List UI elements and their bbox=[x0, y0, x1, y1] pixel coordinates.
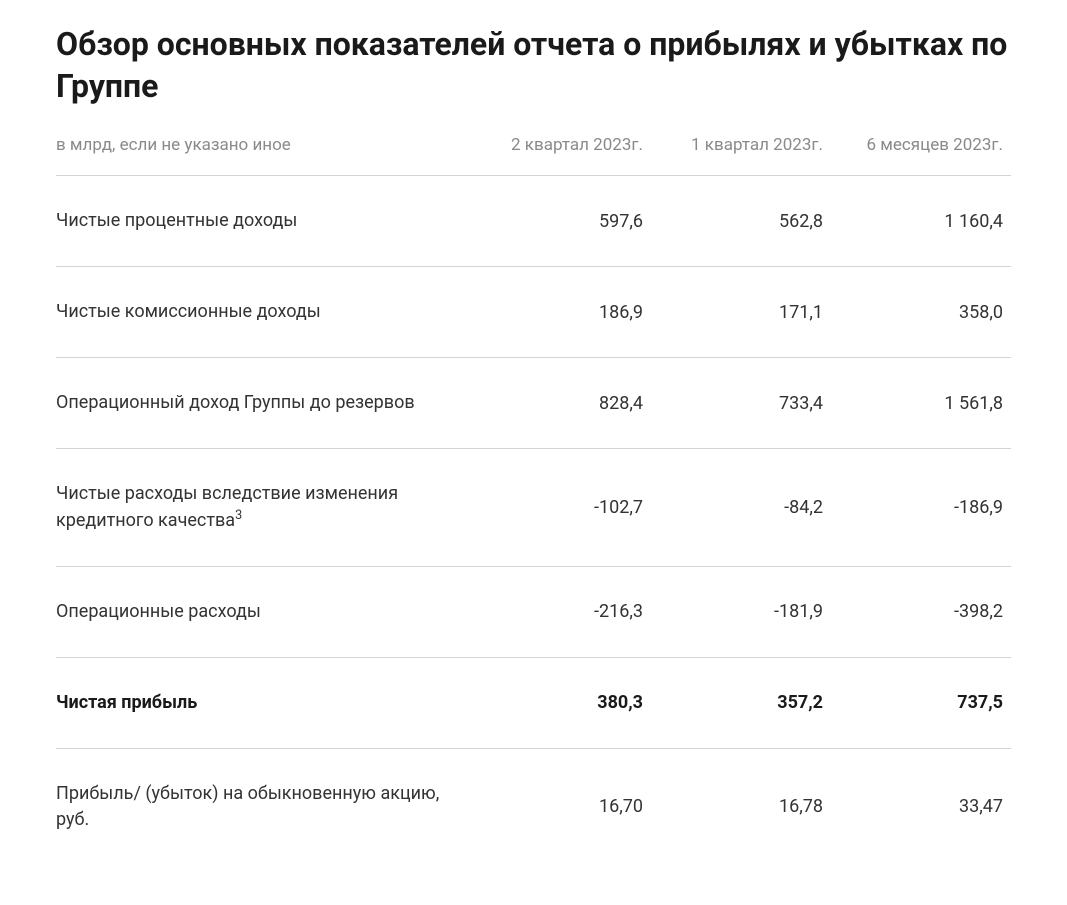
row-label-sup: 3 bbox=[235, 508, 242, 523]
row-label: Чистые расходы вследствие изменения кред… bbox=[56, 449, 471, 566]
row-value: -102,7 bbox=[471, 449, 651, 566]
row-value: 380,3 bbox=[471, 657, 651, 748]
row-label: Операционные расходы bbox=[56, 566, 471, 657]
row-label-text: Операционный доход Группы до резервов bbox=[56, 392, 415, 413]
row-value: 737,5 bbox=[831, 657, 1011, 748]
table-row: Операционные расходы -216,3-181,9-398,2 bbox=[56, 566, 1011, 657]
table-row: Операционный доход Группы до резервов 828… bbox=[56, 358, 1011, 449]
row-value: 171,1 bbox=[651, 267, 831, 358]
table-body: Чистые процентные доходы 597,6562,81 160,… bbox=[56, 176, 1011, 865]
row-value: -216,3 bbox=[471, 566, 651, 657]
row-label-text: Чистая прибыль bbox=[56, 692, 197, 713]
page-title: Обзор основных показателей отчета о приб… bbox=[56, 24, 1011, 107]
row-value: 186,9 bbox=[471, 267, 651, 358]
table-header-row: в млрд, если не указано иное 2 квартал 2… bbox=[56, 135, 1011, 176]
row-value: -398,2 bbox=[831, 566, 1011, 657]
row-label-text: Операционные расходы bbox=[56, 601, 261, 622]
row-value: 16,70 bbox=[471, 748, 651, 865]
row-value: 733,4 bbox=[651, 358, 831, 449]
table-row: Чистые расходы вследствие изменения кред… bbox=[56, 449, 1011, 566]
row-value: 828,4 bbox=[471, 358, 651, 449]
table-row: Чистая прибыль 380,3357,2737,5 bbox=[56, 657, 1011, 748]
row-label: Операционный доход Группы до резервов bbox=[56, 358, 471, 449]
col-header-6m: 6 месяцев 2023г. bbox=[831, 135, 1011, 176]
row-label-text: Чистые комиссионные доходы bbox=[56, 301, 321, 322]
table-row: Прибыль/ (убыток) на обыкновенную акцию,… bbox=[56, 748, 1011, 865]
row-value: -181,9 bbox=[651, 566, 831, 657]
financial-table: в млрд, если не указано иное 2 квартал 2… bbox=[56, 135, 1011, 865]
row-label: Чистая прибыль bbox=[56, 657, 471, 748]
row-value: 562,8 bbox=[651, 176, 831, 267]
row-value: 597,6 bbox=[471, 176, 651, 267]
row-value: 16,78 bbox=[651, 748, 831, 865]
row-value: 358,0 bbox=[831, 267, 1011, 358]
col-header-label: в млрд, если не указано иное bbox=[56, 135, 471, 176]
table-row: Чистые комиссионные доходы 186,9171,1358,… bbox=[56, 267, 1011, 358]
row-label-text: Прибыль/ (убыток) на обыкновенную акцию,… bbox=[56, 783, 439, 830]
table-row: Чистые процентные доходы 597,6562,81 160,… bbox=[56, 176, 1011, 267]
row-value: 1 160,4 bbox=[831, 176, 1011, 267]
row-label: Чистые комиссионные доходы bbox=[56, 267, 471, 358]
row-label-text: Чистые процентные доходы bbox=[56, 210, 297, 231]
row-label: Прибыль/ (убыток) на обыкновенную акцию,… bbox=[56, 748, 471, 865]
row-value: 33,47 bbox=[831, 748, 1011, 865]
row-value: -186,9 bbox=[831, 449, 1011, 566]
col-header-q1: 1 квартал 2023г. bbox=[651, 135, 831, 176]
row-label-text: Чистые расходы вследствие изменения кред… bbox=[56, 483, 398, 530]
row-value: 357,2 bbox=[651, 657, 831, 748]
row-value: -84,2 bbox=[651, 449, 831, 566]
col-header-q2: 2 квартал 2023г. bbox=[471, 135, 651, 176]
row-label: Чистые процентные доходы bbox=[56, 176, 471, 267]
row-value: 1 561,8 bbox=[831, 358, 1011, 449]
